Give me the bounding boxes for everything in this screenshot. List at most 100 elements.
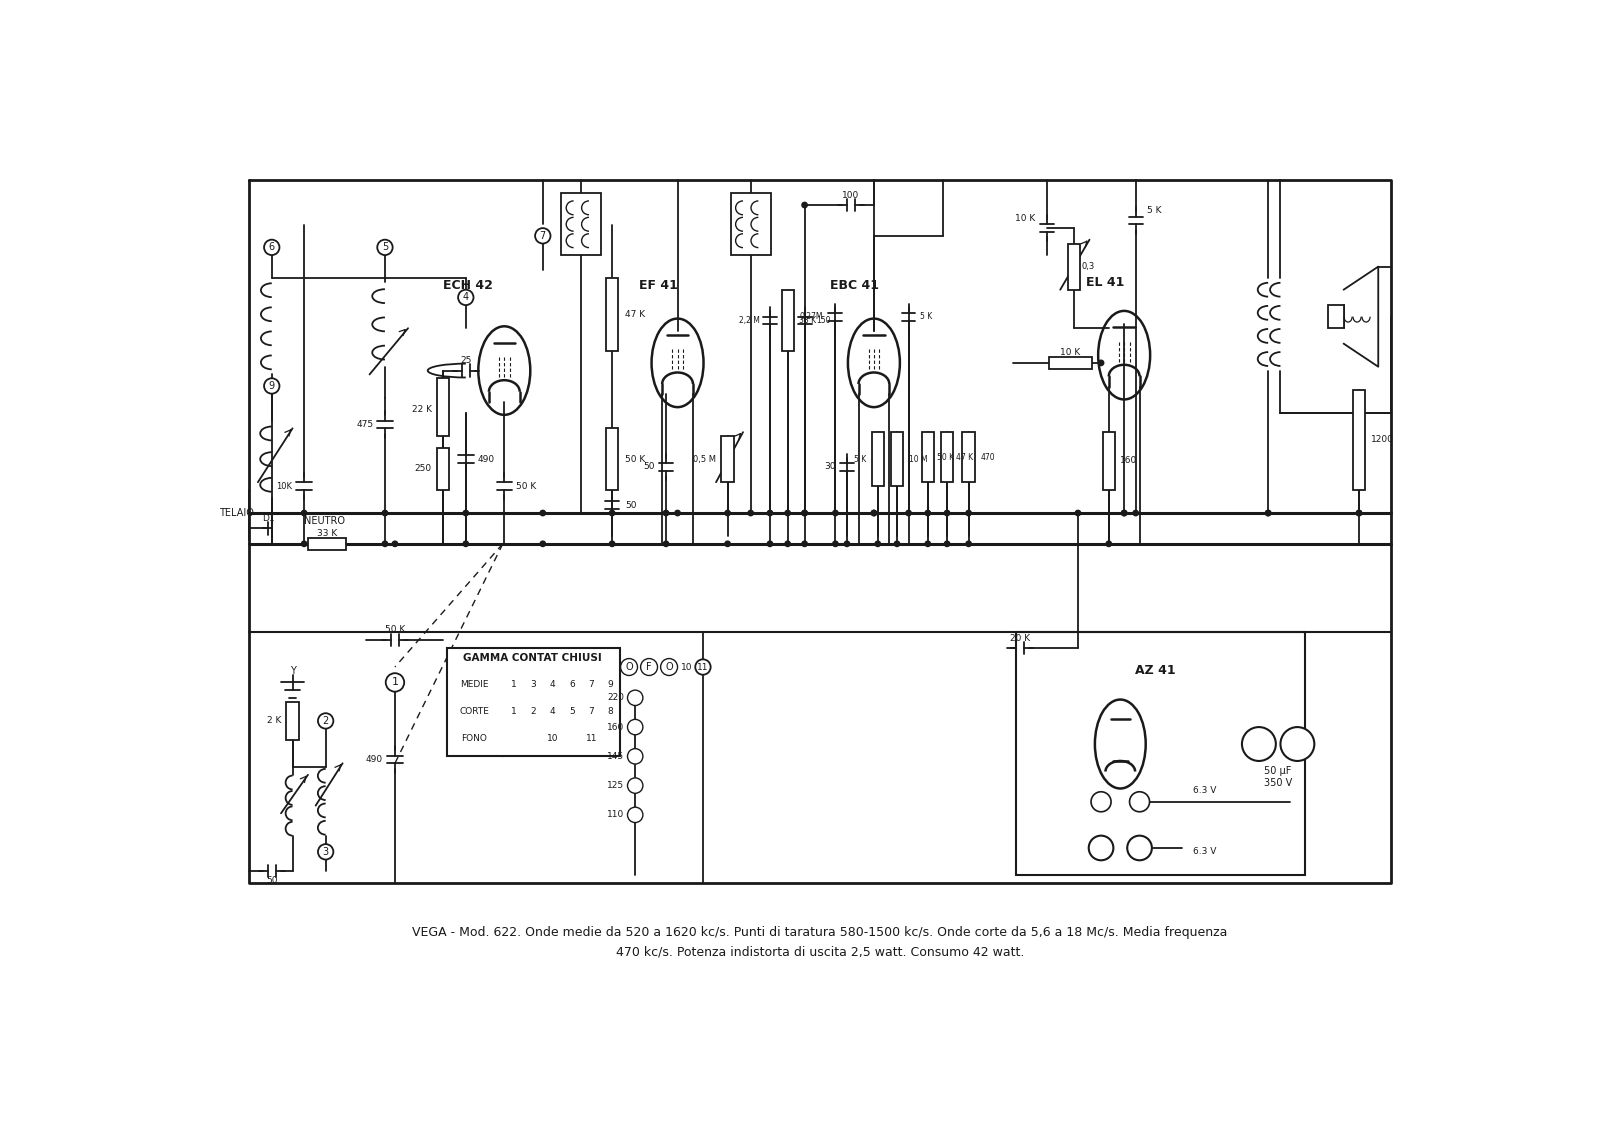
Text: 50: 50 [643, 463, 654, 472]
Circle shape [725, 510, 730, 516]
Bar [731, 193, 771, 256]
Circle shape [832, 510, 838, 516]
Text: 10 K: 10 K [1061, 347, 1080, 356]
Text: 50 µF: 50 µF [1264, 766, 1291, 776]
Circle shape [458, 290, 474, 305]
Bar [1102, 432, 1115, 490]
Text: 11: 11 [698, 663, 709, 672]
Circle shape [1091, 792, 1110, 812]
Circle shape [768, 510, 773, 516]
Text: GAMMA CONTAT CHIUSI: GAMMA CONTAT CHIUSI [464, 653, 602, 663]
Circle shape [944, 541, 950, 546]
Text: 3: 3 [531, 680, 536, 689]
Circle shape [966, 510, 971, 516]
Text: Y: Y [290, 666, 296, 676]
Text: 5: 5 [570, 707, 574, 716]
Text: 2 K: 2 K [267, 716, 282, 725]
Circle shape [610, 510, 614, 516]
Circle shape [725, 541, 730, 546]
Circle shape [675, 510, 680, 516]
Text: 30: 30 [824, 463, 835, 472]
Text: 50 K: 50 K [938, 454, 954, 463]
Text: 100: 100 [842, 190, 859, 199]
Circle shape [872, 510, 877, 516]
Text: 10 K: 10 K [1016, 214, 1035, 223]
Text: 10: 10 [547, 734, 558, 743]
Bar [606, 278, 618, 352]
Text: EBC 41: EBC 41 [830, 279, 878, 293]
Text: 0,3: 0,3 [1082, 262, 1094, 271]
Text: 6.3 V: 6.3 V [1194, 847, 1218, 856]
Bar [286, 701, 299, 740]
Text: 160: 160 [606, 723, 624, 732]
Circle shape [944, 510, 950, 516]
Circle shape [640, 658, 658, 675]
Circle shape [925, 541, 931, 546]
Bar [1016, 632, 1306, 875]
Text: 1200: 1200 [1371, 435, 1394, 444]
Text: 2,2 M: 2,2 M [739, 316, 760, 325]
Bar [1050, 356, 1091, 369]
Text: 7: 7 [539, 231, 546, 241]
Circle shape [301, 541, 307, 546]
Circle shape [832, 541, 838, 546]
Text: 490: 490 [477, 455, 494, 464]
Text: 6: 6 [269, 242, 275, 252]
Text: 50: 50 [266, 875, 277, 884]
Circle shape [786, 510, 790, 516]
Text: 47 K: 47 K [957, 454, 973, 463]
Text: AZ 41: AZ 41 [1134, 664, 1176, 677]
Circle shape [1122, 510, 1126, 516]
Circle shape [392, 541, 398, 546]
Circle shape [627, 808, 643, 822]
Circle shape [1266, 510, 1270, 516]
Text: 150: 150 [816, 316, 830, 325]
Bar [1328, 305, 1344, 328]
Text: 145: 145 [608, 752, 624, 761]
Circle shape [749, 510, 754, 516]
Text: 350 V: 350 V [1264, 777, 1293, 787]
Bar [963, 432, 974, 482]
Circle shape [378, 240, 392, 256]
Text: 0,5 M: 0,5 M [693, 455, 717, 464]
Circle shape [382, 510, 387, 516]
Text: TELAIO: TELAIO [219, 508, 254, 518]
Circle shape [802, 202, 808, 208]
Circle shape [872, 510, 877, 516]
Text: 220: 220 [608, 693, 624, 702]
Text: 9: 9 [269, 381, 275, 391]
Text: 4: 4 [462, 293, 469, 302]
Text: 1: 1 [512, 680, 517, 689]
Circle shape [627, 690, 643, 706]
Circle shape [610, 541, 614, 546]
Text: 25: 25 [461, 356, 472, 365]
Circle shape [1266, 510, 1270, 516]
Text: 110: 110 [606, 810, 624, 819]
Text: O: O [666, 662, 674, 672]
Circle shape [1357, 510, 1362, 516]
Text: D1: D1 [262, 513, 275, 523]
Text: ECH 42: ECH 42 [443, 279, 493, 293]
Circle shape [1075, 510, 1080, 516]
Bar [307, 537, 347, 550]
Text: 5 K: 5 K [854, 455, 866, 464]
Text: 470 kc/s. Potenza indistorta di uscita 2,5 watt. Consumo 42 watt.: 470 kc/s. Potenza indistorta di uscita 2… [616, 946, 1024, 958]
Text: 250: 250 [414, 464, 432, 473]
Circle shape [966, 541, 971, 546]
Text: 33 K: 33 K [800, 316, 816, 325]
Text: 470: 470 [981, 454, 995, 463]
Text: 33 K: 33 K [317, 529, 338, 538]
Circle shape [875, 541, 880, 546]
Circle shape [906, 510, 912, 516]
Circle shape [786, 541, 790, 546]
Circle shape [845, 541, 850, 546]
Text: 50 K: 50 K [386, 624, 405, 633]
Circle shape [1357, 510, 1362, 516]
Circle shape [264, 378, 280, 394]
Bar [941, 432, 954, 482]
Circle shape [1133, 510, 1138, 516]
Text: 4: 4 [550, 680, 555, 689]
Text: 8: 8 [608, 707, 613, 716]
Text: VEGA - Mod. 622. Onde medie da 520 a 1620 kc/s. Punti di taratura 580-1500 kc/s.: VEGA - Mod. 622. Onde medie da 520 a 162… [413, 926, 1227, 939]
Circle shape [264, 240, 280, 256]
